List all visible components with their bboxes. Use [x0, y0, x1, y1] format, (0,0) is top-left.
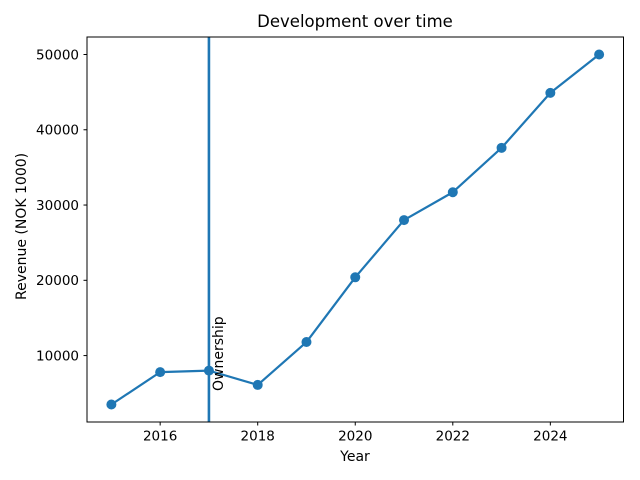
data-point	[252, 379, 263, 390]
data-point	[155, 367, 166, 378]
x-axis-label: Year	[340, 449, 370, 465]
x-tick-label: 2022	[436, 429, 470, 445]
y-axis-label: Revenue (NOK 1000)	[14, 152, 30, 300]
x-tick-label: 2020	[338, 429, 372, 445]
data-point	[350, 272, 361, 283]
y-tick-label: 20000	[36, 273, 79, 289]
x-tick-label: 2024	[533, 429, 567, 445]
x-tick-label: 2018	[241, 429, 275, 445]
revenue-line	[110, 53, 601, 406]
axes-frame	[86, 36, 624, 423]
data-point	[106, 399, 117, 410]
chart-title: Development over time	[257, 12, 453, 31]
data-point	[399, 215, 410, 226]
data-point	[545, 87, 556, 98]
data-point	[447, 187, 458, 198]
y-tick-label: 10000	[36, 348, 79, 364]
data-point	[496, 142, 507, 153]
data-point	[301, 337, 312, 348]
y-tick-label: 40000	[36, 123, 79, 139]
x-tick-label: 2016	[143, 429, 177, 445]
y-tick-label: 30000	[36, 198, 79, 214]
data-point	[594, 49, 605, 60]
y-tick-label: 50000	[36, 47, 79, 63]
ownership-annotation: Ownership	[211, 316, 227, 391]
data-point	[203, 365, 214, 376]
